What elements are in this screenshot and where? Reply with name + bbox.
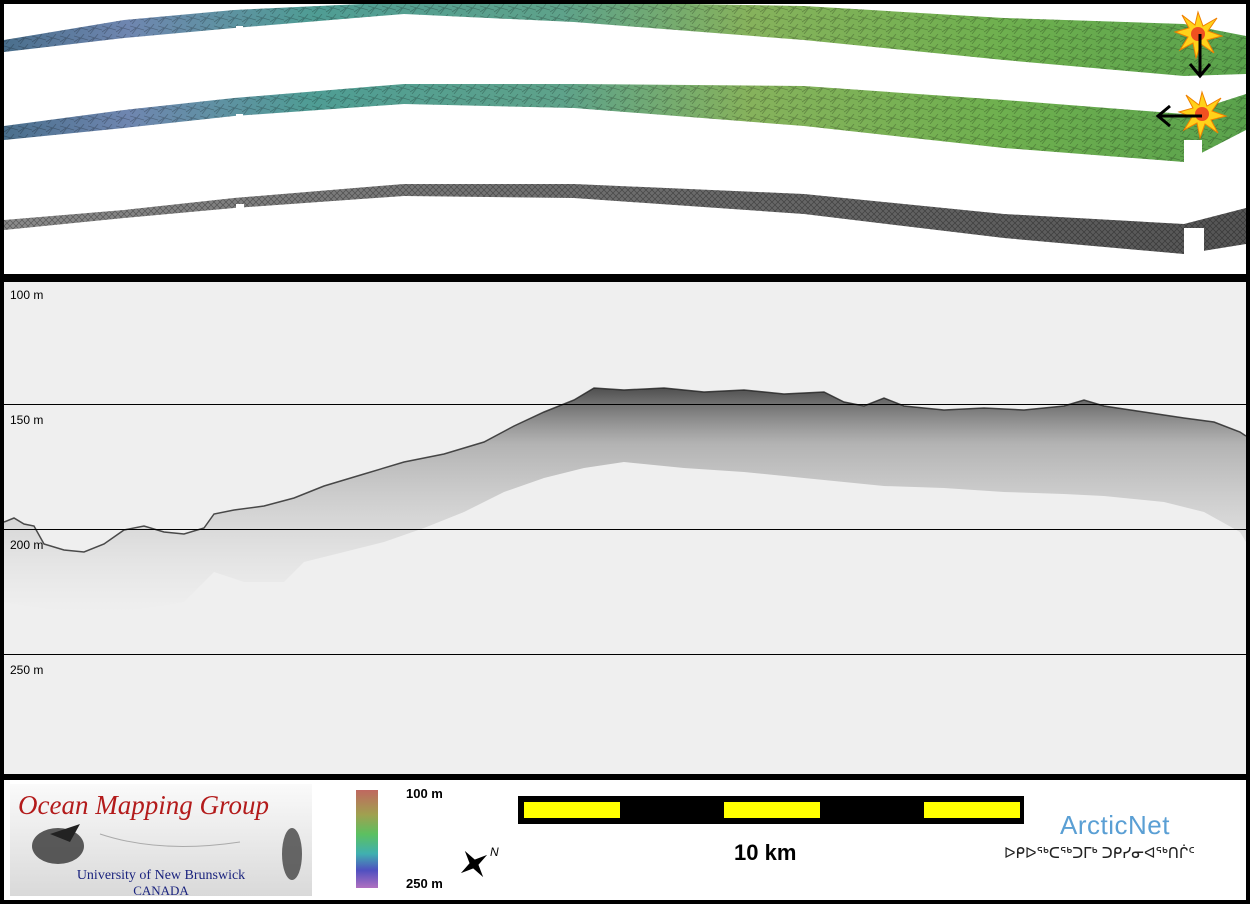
ocean-mapping-group-logo: Ocean Mapping Group University of New Br… [10, 784, 312, 896]
swath-strips-svg [4, 4, 1246, 268]
relief-strip-1 [4, 4, 1246, 76]
depth-gridline-250 [4, 654, 1246, 655]
colorbar-top-label: 100 m [406, 786, 443, 801]
legend-footer: Ocean Mapping Group University of New Br… [4, 780, 1246, 900]
swath-strips-panel [4, 4, 1246, 274]
colorbar-bottom-label: 250 m [406, 876, 443, 891]
depth-label-250: 250 m [10, 663, 44, 677]
scale-segment [724, 802, 820, 818]
omg-title: Ocean Mapping Group [18, 790, 269, 820]
depth-colorbar [356, 790, 378, 888]
depth-label-150: 150 m [10, 413, 44, 427]
north-arrow-icon: N [460, 845, 499, 878]
arcticnet-syllabics: ᐅᑭᐅᖅᑕᖅᑐᒥᒃ ᑐᑭᓯᓂᐊᖅᑎᒌᑦ [1004, 845, 1195, 862]
relief-strip-2 [4, 84, 1246, 180]
backscatter-strip [4, 184, 1246, 268]
north-label: N [490, 845, 499, 859]
scale-bar [518, 796, 1024, 824]
scale-label: 10 km [734, 840, 797, 865]
arcticnet-logo: ArcticNet [1060, 810, 1170, 840]
arrow-left-icon [1155, 104, 1202, 128]
depth-gridline-150 [4, 404, 1246, 405]
depth-profile-panel: 100 m 150 m 200 m 250 m [4, 282, 1246, 774]
depth-label-100: 100 m [10, 288, 44, 302]
omg-country: CANADA [133, 883, 189, 896]
omg-logo-art [32, 824, 302, 880]
scale-segment [524, 802, 620, 818]
depth-label-200: 200 m [10, 538, 44, 552]
depth-gridline-200 [4, 529, 1246, 530]
seabed-echo [4, 388, 1246, 612]
seabed-profile-svg [4, 387, 1246, 612]
arrow-down-icon [1188, 34, 1212, 79]
scale-segment [924, 802, 1020, 818]
omg-university: University of New Brunswick [76, 868, 246, 883]
